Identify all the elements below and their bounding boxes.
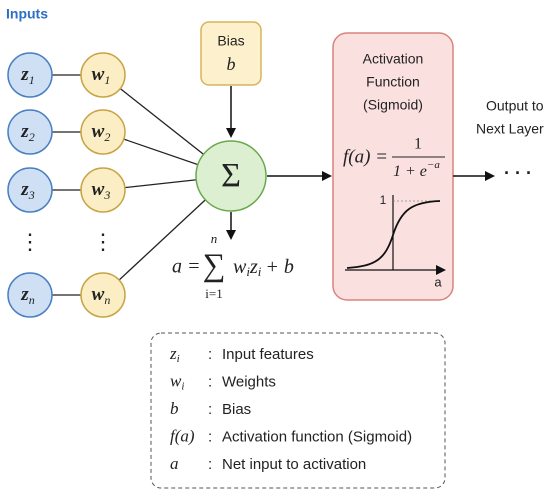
legend-description: Weights [222, 373, 276, 390]
sigmoid-lhs: f(a) = [343, 146, 388, 167]
symbol: f(a) [170, 426, 195, 445]
output-label: Next Layer [476, 121, 544, 137]
activation-title: Function [366, 74, 420, 90]
weights-node [80, 52, 126, 98]
weights-node [80, 109, 126, 155]
legend-separator: : [208, 428, 212, 445]
legend-description: Bias [222, 401, 251, 418]
inputs-node [7, 272, 53, 318]
formula-upper: n [211, 231, 218, 246]
inputs-label: z1 [20, 64, 34, 86]
graph-y-label: 1 [380, 193, 387, 207]
symbol: z [169, 344, 177, 363]
symbol: w [92, 121, 105, 142]
weights-node [80, 167, 126, 213]
subscript: i [181, 380, 184, 392]
legend-symbol: b [170, 399, 179, 418]
subscript: 3 [103, 188, 110, 202]
bias-title: Bias [217, 33, 244, 49]
output-ellipsis: · · · [504, 163, 532, 183]
rest: + b [265, 256, 294, 278]
z-sub: i [258, 264, 262, 279]
w-sub: i [246, 264, 250, 279]
legend-separator: : [208, 346, 212, 363]
subscript: 1 [29, 73, 35, 87]
subscript: 1 [104, 73, 110, 87]
legend-symbol: a [170, 454, 179, 473]
inputs-node [7, 167, 53, 213]
legend-separator: : [208, 401, 212, 418]
formula-sum: ∑ [203, 246, 226, 282]
weights-label: w3 [92, 179, 111, 201]
activation-title: Activation [363, 51, 424, 67]
activation-box [332, 32, 454, 301]
inputs-label: zn [20, 284, 34, 306]
sum-node [195, 140, 267, 212]
subscript: 2 [104, 130, 110, 144]
z: z [249, 256, 258, 278]
inputs-label: z3 [20, 179, 34, 201]
sigmoid-curve [346, 200, 441, 269]
w: w [233, 256, 247, 278]
legend-separator: : [208, 373, 212, 390]
symbol: w [92, 64, 105, 85]
sigmoid-denominator: 1 + e−a [393, 159, 440, 180]
subscript: n [104, 293, 110, 307]
subscript: 3 [28, 188, 35, 202]
symbol: w [92, 284, 105, 305]
weights-label: wn [92, 284, 111, 306]
output-label: Output to [486, 98, 544, 114]
inputs-label: z2 [20, 121, 34, 143]
legend-separator: : [208, 456, 212, 473]
vertical-ellipsis: ⋮ [19, 229, 41, 254]
graph-x-label: a [434, 274, 442, 289]
bias-symbol: b [227, 54, 236, 74]
formula-terms: wizi + b [233, 256, 294, 279]
legend-description: Input features [222, 346, 314, 363]
inputs-label: Inputs [6, 6, 48, 22]
weights-label: w1 [92, 64, 111, 86]
denominator: 1 + e [393, 163, 427, 180]
formula-lhs: a = [172, 256, 201, 278]
legend-box [150, 332, 446, 489]
legend-description: Net input to activation [222, 456, 366, 473]
legend-symbol: f(a) [170, 426, 195, 445]
inputs-node [7, 52, 53, 98]
weights-node [80, 272, 126, 318]
weights-label: w2 [92, 121, 111, 143]
subscript: n [29, 293, 35, 307]
activation-title: (Sigmoid) [363, 97, 423, 113]
inputs-node [7, 109, 53, 155]
formula-lower: i=1 [205, 286, 222, 301]
legend-symbol: wi [170, 371, 184, 392]
legend-description: Activation function (Sigmoid) [222, 428, 412, 445]
symbol: w [170, 371, 182, 390]
symbol: a [170, 454, 179, 473]
symbol: z [20, 284, 29, 305]
subscript: i [177, 353, 180, 365]
exponent: −a [427, 159, 440, 171]
symbol: z [20, 64, 29, 85]
sum-symbol: Σ [221, 157, 241, 194]
symbol: z [20, 179, 29, 200]
symbol: z [20, 121, 29, 142]
bias-box [200, 21, 262, 86]
vertical-ellipsis: ⋮ [92, 229, 114, 254]
subscript: 2 [29, 130, 35, 144]
symbol: b [170, 399, 179, 418]
sigmoid-numerator: 1 [414, 136, 422, 153]
legend-symbol: zi [169, 344, 180, 365]
symbol: w [92, 179, 105, 200]
